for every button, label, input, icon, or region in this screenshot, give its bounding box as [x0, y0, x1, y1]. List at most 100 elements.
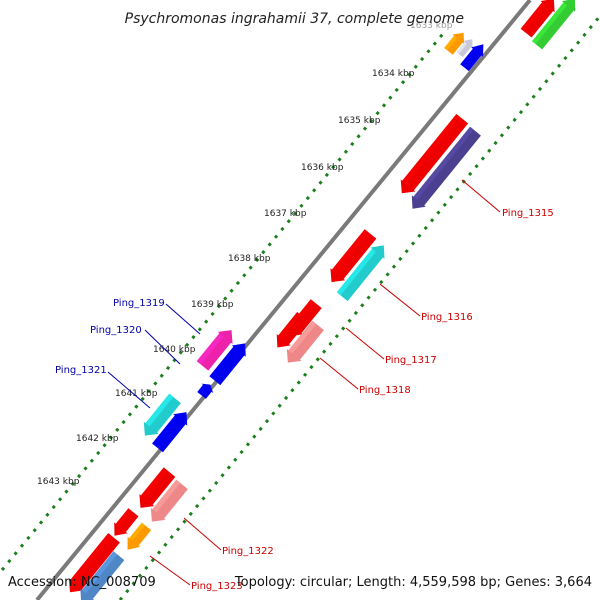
gene-arrow-ping-1321-cyan-body: [143, 393, 181, 436]
gene-arrow-ping-1315-navy-body: [411, 126, 481, 209]
gene-arrow-ping-1313-orange[interactable]: [444, 32, 465, 55]
gene-arrow-ping-1316-cyan-highlight: [336, 248, 376, 296]
genome-summary-text: Topology: circular; Length: 4,559,598 bp…: [234, 575, 592, 590]
gene-arrow-ping-1316-red[interactable]: [330, 229, 377, 283]
gene-arrow-ping-1318-salmon[interactable]: [286, 320, 324, 363]
scale-label-1638: 1638 kbp: [228, 254, 271, 264]
gene-arrow-ping-1324-red-highlight: [70, 533, 113, 583]
gene-labels-right: Ping_1315 Ping_1316 Ping_1317 Ping_1318 …: [191, 208, 554, 592]
gene-label-ping-1323[interactable]: Ping_1323: [191, 581, 243, 592]
gene-arrow-ping-1320-blue-body: [209, 343, 246, 386]
gene-arrow-ping-1314-green-body: [532, 0, 576, 50]
gene-arrow-ping-1317b-red[interactable]: [276, 312, 308, 348]
scale-label-1636: 1636 kbp: [301, 163, 344, 173]
gene-arrow-ping-1318-salmon-highlight: [288, 320, 317, 354]
gene-arrow-ping-1323-orange[interactable]: [127, 522, 152, 550]
gene-arrow-ping-1315-red-body: [400, 114, 469, 194]
leader-ping-1322: [183, 517, 222, 551]
gene-arrow-ping-1319-magenta[interactable]: [196, 330, 233, 371]
gene-arrow-ping-1323-red-highlight: [115, 508, 132, 527]
gene-arrow-ping-1322-salmon[interactable]: [150, 479, 188, 522]
gene-arrow-ping-1315-navy-highlight: [413, 126, 474, 200]
gene-arrow-ping-1322-red-body: [139, 467, 176, 508]
gene-arrow-ping-1316-cyan[interactable]: [336, 245, 385, 302]
accession-text: Accession: NC_008709: [8, 575, 156, 590]
scale-label-1634: 1634 kbp: [372, 69, 415, 79]
gene-features: [68, 0, 576, 600]
gene-arrow-ping-1324-red-body: [68, 533, 120, 593]
leader-ping-1323: [149, 555, 191, 586]
gene-arrow-ping-1322-red[interactable]: [139, 467, 176, 508]
scale-labels: 1633 kbp 1634 kbp 1635 kbp 1636 kbp 1637…: [37, 21, 453, 487]
gene-arrow-ping-1324-steel-highlight: [82, 551, 118, 594]
gene-arrow-ping-1321-cyan-highlight: [145, 393, 174, 427]
gene-arrow-ping-1323-red[interactable]: [114, 508, 139, 536]
gene-arrow-ping-1313-silver-highlight: [456, 42, 467, 54]
gene-label-ping-1315[interactable]: Ping_1315: [502, 208, 554, 219]
gene-label-ping-1320[interactable]: Ping_1320: [90, 325, 142, 336]
gene-arrow-ping-1317b-red-body: [276, 312, 308, 348]
gene-arrow-ping-1314-red-highlight: [520, 2, 546, 32]
gene-arrow-ping-1316-cyan-body: [336, 245, 385, 302]
gene-arrow-ping-1324-steel[interactable]: [80, 551, 125, 600]
gene-label-ping-1318[interactable]: Ping_1318: [359, 385, 411, 396]
gene-arrow-ping-1319-magenta-body: [196, 330, 233, 371]
gene-arrow-ping-1322-salmon-highlight: [152, 479, 181, 513]
gene-arrow-ping-1315-red[interactable]: [400, 114, 469, 194]
gene-arrow-ping-1322-salmon-body: [150, 479, 188, 522]
leader-ping-1319: [165, 303, 201, 335]
gene-arrow-ping-1323-red-body: [114, 508, 139, 536]
gene-label-ping-1316[interactable]: Ping_1316: [421, 312, 473, 323]
gene-arrow-ping-1323-orange-highlight: [129, 522, 146, 541]
leader-ping-1320: [144, 329, 181, 365]
gene-label-ping-1322[interactable]: Ping_1322: [222, 546, 274, 557]
leader-ping-1318: [319, 357, 359, 390]
gene-arrow-ping-1323-orange-body: [127, 522, 152, 550]
scale-label-1642: 1642 kbp: [76, 434, 119, 444]
gene-arrow-ping-1313-blue-body: [460, 44, 484, 72]
scale-label-1637: 1637 kbp: [264, 209, 307, 219]
gene-arrow-ping-1313-blue[interactable]: [460, 44, 484, 72]
gene-arrow-ping-1313-silver[interactable]: [456, 39, 473, 58]
gene-arrow-ping-1321-blue[interactable]: [152, 412, 188, 453]
gene-arrow-ping-1315-navy[interactable]: [411, 126, 481, 209]
gene-labels-left: Ping_1319 Ping_1320 Ping_1321: [55, 298, 165, 376]
gene-arrow-ping-1313-orange-highlight: [444, 35, 457, 51]
leader-ping-1317: [345, 327, 385, 360]
gene-arrow-ping-1313-silver-body: [456, 39, 473, 58]
gene-arrow-ping-1314-red-body: [520, 0, 555, 38]
gene-arrow-ping-1313-orange-body: [444, 32, 465, 55]
gene-arrow-ping-1321-blue-highlight: [152, 415, 179, 447]
gene-arrow-ping-1317b-red-highlight: [278, 312, 301, 339]
gene-arrow-ping-1320-blue-highlight: [209, 346, 238, 380]
gene-arrow-ping-1318-salmon-body: [286, 320, 324, 363]
outer-tick-track: [0, 29, 448, 571]
gene-arrow-ping-1321-cyan[interactable]: [143, 393, 181, 436]
leader-ping-1321: [107, 371, 151, 409]
gene-arrow-ping-1320b-blue[interactable]: [197, 383, 214, 399]
leader-ping-1315: [461, 179, 501, 213]
gene-arrow-ping-1324-red[interactable]: [68, 533, 120, 593]
gene-arrow-ping-1314-green-highlight: [532, 2, 568, 45]
scale-label-1641: 1641 kbp: [115, 389, 158, 399]
map-title: Psychromonas ingrahamii 37, complete gen…: [125, 11, 464, 27]
genome-backbone: [35, 0, 532, 600]
gene-arrow-ping-1314-red[interactable]: [520, 0, 555, 38]
scale-label-1643: 1643 kbp: [37, 477, 80, 487]
leader-ping-1316: [379, 283, 421, 317]
gene-arrow-ping-1320-blue[interactable]: [209, 343, 246, 386]
gene-arrow-ping-1313-blue-highlight: [460, 48, 476, 67]
gene-arrow-ping-1320b-blue-highlight: [197, 384, 206, 395]
gene-arrow-ping-1315-red-highlight: [402, 114, 461, 185]
gene-label-ping-1319[interactable]: Ping_1319: [113, 298, 165, 309]
gene-arrow-ping-1314-green[interactable]: [532, 0, 576, 50]
gene-label-ping-1321[interactable]: Ping_1321: [55, 365, 107, 376]
gene-arrow-ping-1316-red-body: [330, 229, 377, 283]
gene-arrow-ping-1316-red-highlight: [331, 229, 369, 273]
gene-arrow-ping-1324-steel-body: [80, 551, 125, 600]
scale-label-1639: 1639 kbp: [191, 300, 234, 310]
gene-label-ping-1317[interactable]: Ping_1317: [385, 355, 437, 366]
scale-label-1633: 1633 kbp: [410, 21, 453, 31]
